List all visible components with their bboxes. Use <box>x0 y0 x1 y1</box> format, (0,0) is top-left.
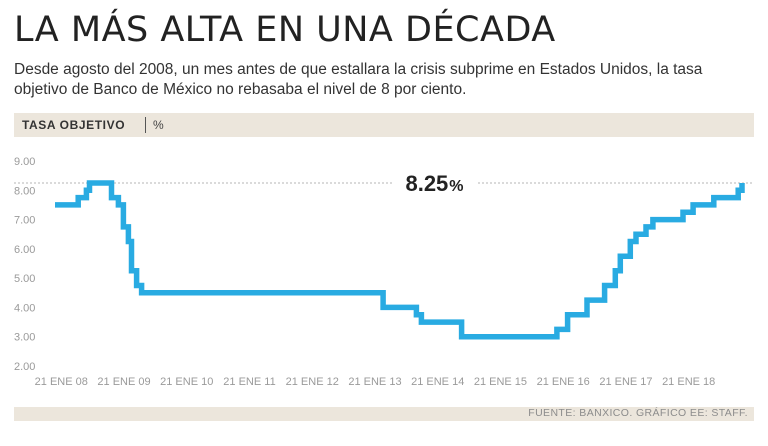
y-tick-label: 6.00 <box>14 244 35 256</box>
x-axis: 21 ENE 08 21 ENE 09 21 ENE 10 21 ENE 11 21 E… <box>35 376 716 388</box>
peak-unit: % <box>449 178 463 195</box>
x-tick-label: 21 ENE 17 <box>599 376 652 388</box>
y-tick-label: 5.00 <box>14 273 35 285</box>
chart-title: LA MÁS ALTA EN UNA DÉCADA <box>14 10 556 50</box>
y-tick-label: 7.00 <box>14 215 35 227</box>
source-note: FUENTE: BANXICO. GRÁFICO EE: STAFF. <box>528 407 748 419</box>
y-tick-label: 3.00 <box>14 332 35 344</box>
footer-band: FUENTE: BANXICO. GRÁFICO EE: STAFF. <box>14 407 754 421</box>
series-header-band: TASA OBJETIVO % <box>14 113 754 137</box>
band-separator <box>145 117 146 133</box>
x-tick-label: 21 ENE 18 <box>662 376 715 388</box>
x-tick-label: 21 ENE 13 <box>348 376 401 388</box>
x-tick-label: 21 ENE 12 <box>286 376 339 388</box>
series-unit: % <box>153 118 164 132</box>
y-tick-label: 8.00 <box>14 185 35 197</box>
y-tick-label: 2.00 <box>14 361 35 373</box>
x-tick-label: 21 ENE 16 <box>537 376 590 388</box>
x-tick-label: 21 ENE 15 <box>474 376 527 388</box>
x-tick-label: 21 ENE 10 <box>160 376 213 388</box>
peak-label-background <box>392 171 477 194</box>
y-tick-label: 4.00 <box>14 302 35 314</box>
y-tick-label: 9.00 <box>14 156 35 168</box>
x-tick-label: 21 ENE 08 <box>35 376 88 388</box>
x-tick-label: 21 ENE 14 <box>411 376 464 388</box>
peak-label: 8.25% <box>405 171 463 196</box>
peak-value: 8.25 <box>405 171 448 196</box>
x-tick-label: 21 ENE 09 <box>97 376 150 388</box>
chart-subtitle: Desde agosto del 2008, un mes antes de q… <box>14 61 703 98</box>
series-line <box>55 180 745 340</box>
x-tick-label: 21 ENE 11 <box>223 376 275 388</box>
y-axis: 9.00 8.00 7.00 6.00 5.00 4.00 3.00 2.00 <box>14 156 35 373</box>
series-title: TASA OBJETIVO <box>22 118 126 132</box>
